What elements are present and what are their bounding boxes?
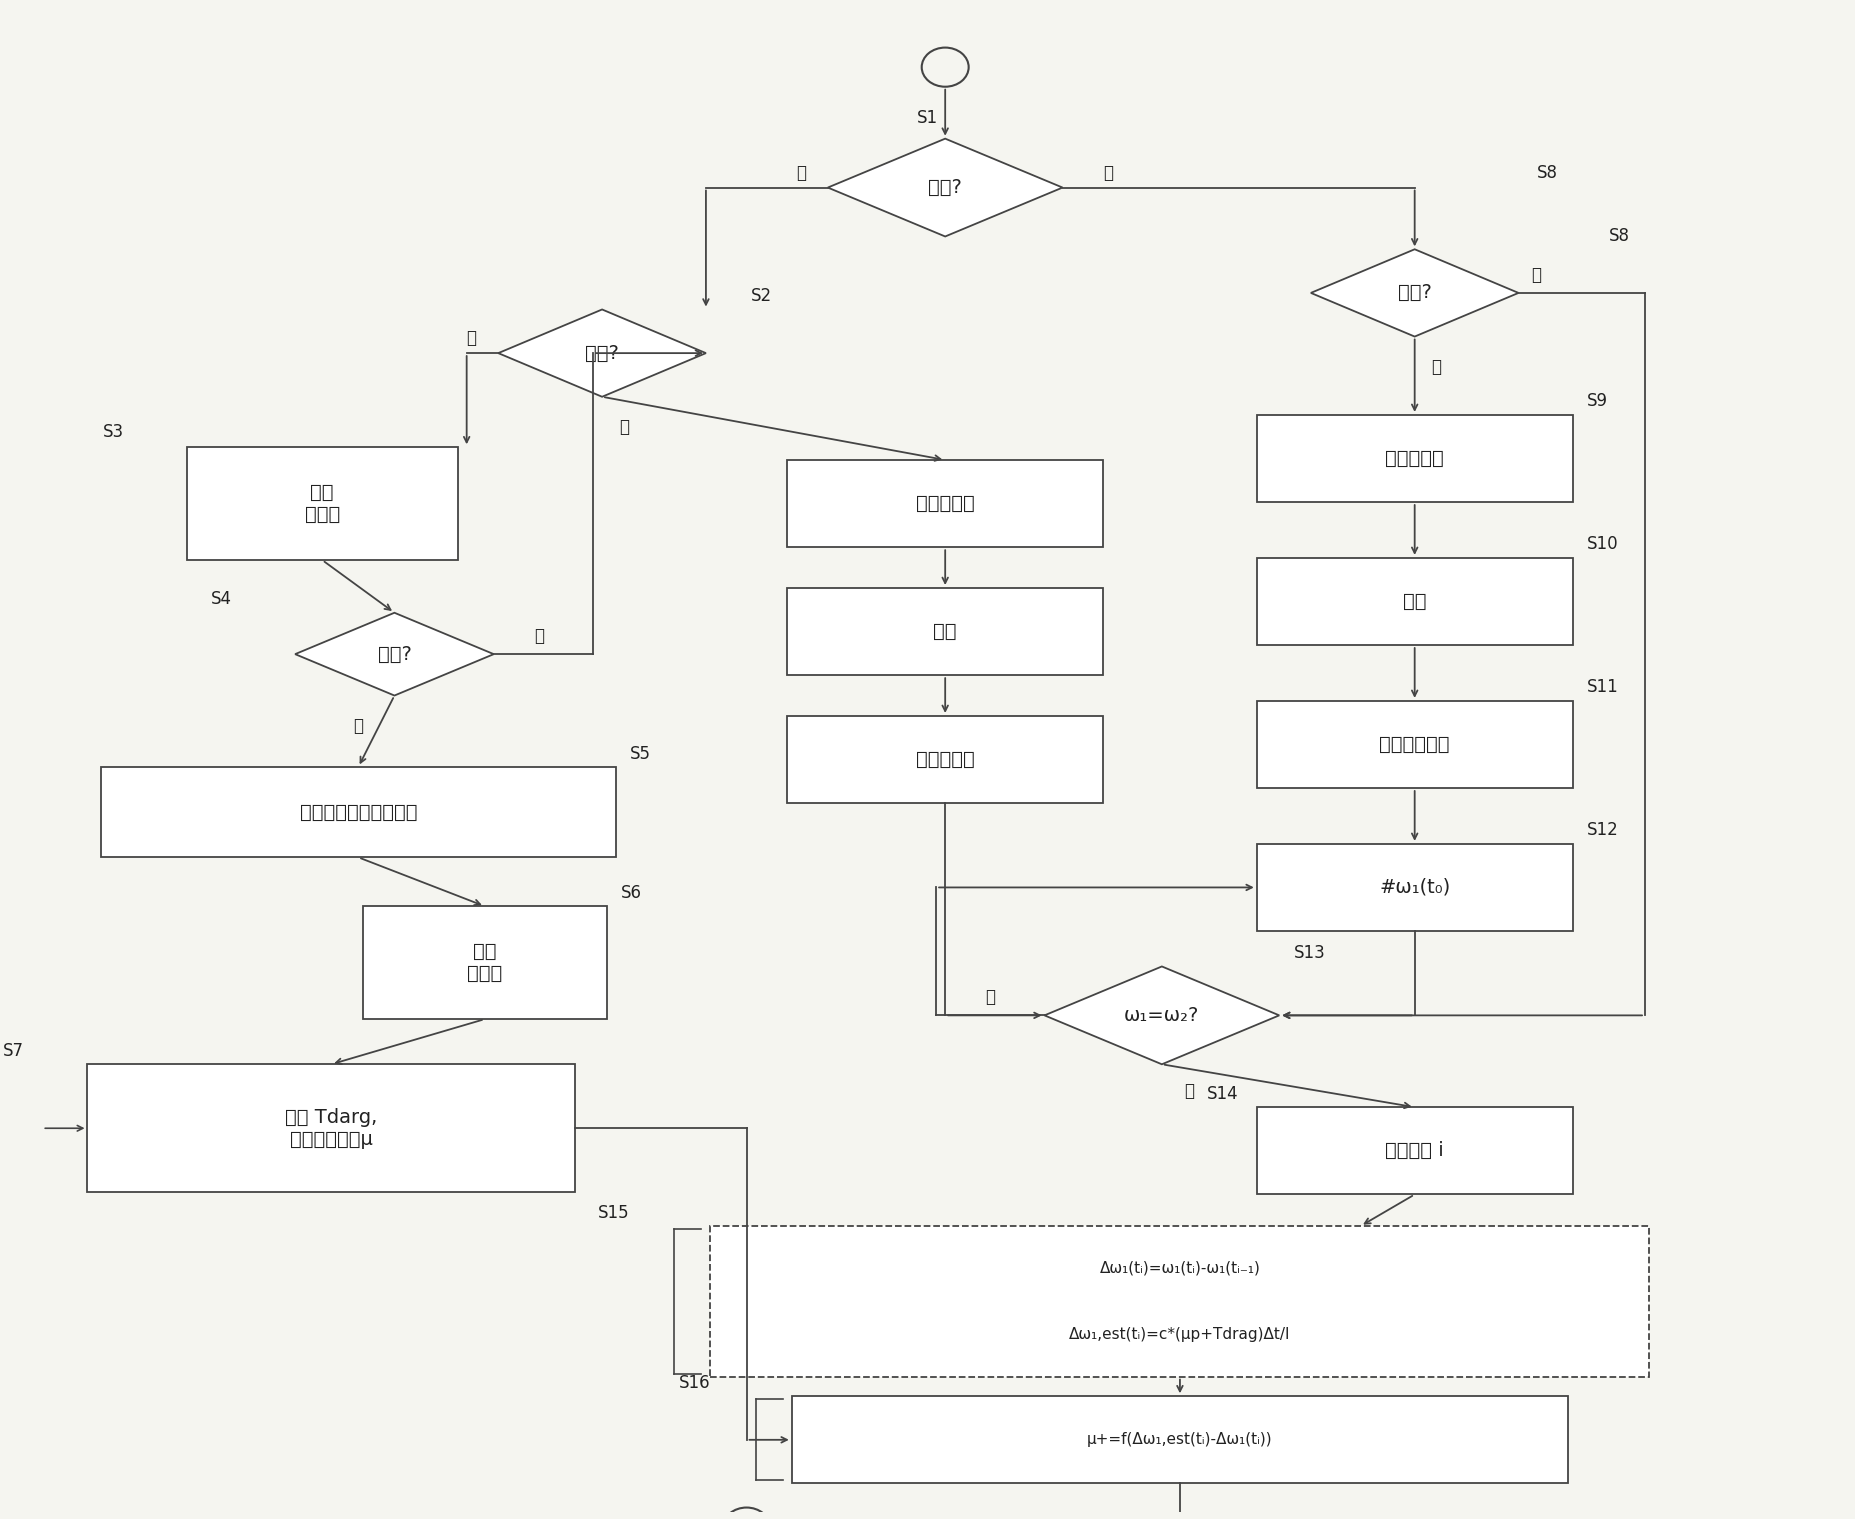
Text: #ω₁(t₀): #ω₁(t₀) bbox=[1378, 878, 1451, 896]
Polygon shape bbox=[1044, 966, 1280, 1065]
Text: S13: S13 bbox=[1293, 943, 1326, 962]
FancyBboxPatch shape bbox=[187, 447, 458, 561]
Text: S8: S8 bbox=[1608, 226, 1631, 245]
Text: 升挡?: 升挡? bbox=[1397, 284, 1432, 302]
Text: S6: S6 bbox=[621, 884, 642, 902]
Text: 换挡: 换挡 bbox=[1402, 592, 1426, 611]
Text: 是: 是 bbox=[1432, 357, 1441, 375]
FancyBboxPatch shape bbox=[364, 907, 607, 1019]
Text: S3: S3 bbox=[102, 424, 124, 441]
Polygon shape bbox=[827, 138, 1063, 237]
FancyBboxPatch shape bbox=[1256, 700, 1573, 788]
Text: S15: S15 bbox=[597, 1203, 629, 1221]
FancyBboxPatch shape bbox=[1256, 843, 1573, 931]
Polygon shape bbox=[1311, 249, 1519, 337]
Text: S5: S5 bbox=[631, 744, 651, 763]
Polygon shape bbox=[295, 612, 493, 696]
Text: S12: S12 bbox=[1588, 822, 1619, 840]
Text: 滑行?: 滑行? bbox=[584, 343, 620, 363]
Text: S2: S2 bbox=[751, 287, 772, 305]
Text: Δω₁,est(tᵢ)=c*(μp+Tdrag)Δt/I: Δω₁,est(tᵢ)=c*(μp+Tdrag)Δt/I bbox=[1068, 1328, 1291, 1341]
Text: 抽回
促动器: 抽回 促动器 bbox=[304, 483, 339, 524]
FancyBboxPatch shape bbox=[792, 1396, 1567, 1484]
Text: 打开离合器: 打开离合器 bbox=[1386, 450, 1443, 468]
Text: 否: 否 bbox=[796, 164, 805, 181]
Text: 否: 否 bbox=[620, 418, 629, 436]
Text: S4: S4 bbox=[211, 591, 232, 608]
Text: ω₁=ω₂?: ω₁=ω₂? bbox=[1124, 1006, 1200, 1025]
FancyBboxPatch shape bbox=[1256, 415, 1573, 503]
Text: μ+=f(Δω₁,est(tᵢ)-Δω₁(tᵢ)): μ+=f(Δω₁,est(tᵢ)-Δω₁(tᵢ)) bbox=[1087, 1432, 1273, 1448]
FancyBboxPatch shape bbox=[787, 715, 1104, 804]
Text: 是: 是 bbox=[1102, 164, 1113, 181]
Text: 闭合离合器: 闭合离合器 bbox=[916, 750, 974, 769]
Text: 闭合步骤 i: 闭合步骤 i bbox=[1386, 1141, 1443, 1161]
Text: 返回
促动器: 返回 促动器 bbox=[467, 942, 503, 983]
Text: 打滑?: 打滑? bbox=[378, 644, 412, 664]
Text: 计算 Tdarg,
离合器压力，μ: 计算 Tdarg, 离合器压力，μ bbox=[286, 1107, 377, 1148]
Text: 闭合到咐合点: 闭合到咐合点 bbox=[1380, 735, 1451, 753]
Text: S9: S9 bbox=[1588, 392, 1608, 410]
Text: Δω₁(tᵢ)=ω₁(tᵢ)-ω₁(tᵢ₋₁): Δω₁(tᵢ)=ω₁(tᵢ)-ω₁(tᵢ₋₁) bbox=[1100, 1261, 1260, 1276]
Text: 是: 是 bbox=[352, 717, 364, 735]
Text: 否: 否 bbox=[534, 627, 544, 646]
FancyBboxPatch shape bbox=[787, 588, 1104, 676]
Text: S1: S1 bbox=[916, 108, 937, 126]
Polygon shape bbox=[499, 310, 707, 396]
Text: S8: S8 bbox=[1536, 164, 1558, 181]
Text: 换挡: 换挡 bbox=[933, 623, 957, 641]
Text: S10: S10 bbox=[1588, 535, 1619, 553]
Text: S14: S14 bbox=[1208, 1085, 1239, 1103]
FancyBboxPatch shape bbox=[1256, 557, 1573, 646]
Text: 换挡?: 换挡? bbox=[928, 178, 963, 197]
FancyBboxPatch shape bbox=[87, 1065, 575, 1192]
Text: 否: 否 bbox=[1532, 266, 1542, 284]
FancyBboxPatch shape bbox=[787, 460, 1104, 547]
Text: 否: 否 bbox=[1183, 1083, 1195, 1100]
FancyBboxPatch shape bbox=[710, 1226, 1649, 1376]
Text: S7: S7 bbox=[4, 1042, 24, 1060]
Text: S16: S16 bbox=[679, 1373, 710, 1391]
FancyBboxPatch shape bbox=[1256, 1107, 1573, 1194]
Text: 打开离合器: 打开离合器 bbox=[916, 494, 974, 513]
Text: S11: S11 bbox=[1588, 679, 1619, 696]
Text: 是: 是 bbox=[466, 330, 477, 346]
Text: 是: 是 bbox=[985, 989, 996, 1006]
FancyBboxPatch shape bbox=[100, 767, 616, 857]
Text: 记录促动器位置，温度: 记录促动器位置，温度 bbox=[299, 802, 417, 822]
